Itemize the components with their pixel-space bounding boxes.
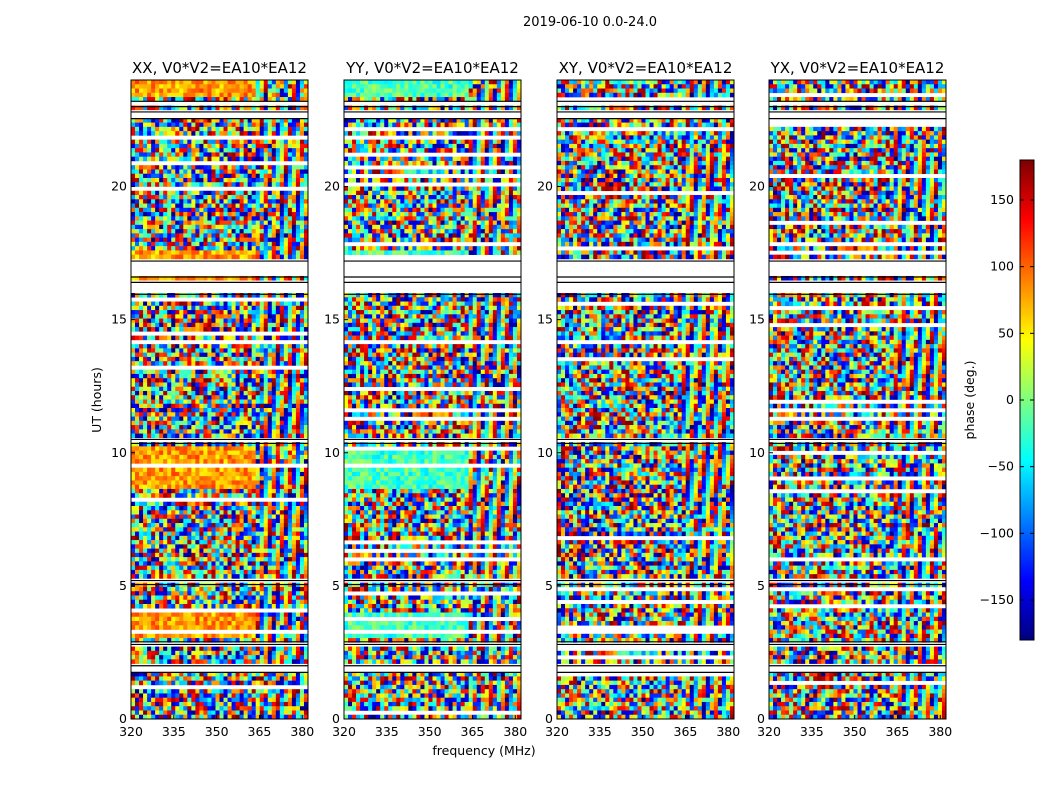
y-axis-label: UT (hours) [89, 367, 104, 433]
x-tick-label: 380 [503, 724, 527, 739]
y-tick-label: 0 [332, 711, 340, 726]
panel-image [557, 80, 734, 719]
panel-frame [556, 79, 735, 720]
panel-frame [130, 79, 309, 720]
x-tick-label: 365 [886, 724, 910, 739]
colorbar-tick-label: 150 [990, 192, 1014, 207]
x-tick-label: 380 [290, 724, 314, 739]
colorbar-tick-label: −50 [988, 459, 1014, 474]
panel-title: XX, V0*V2=EA10*EA12 [132, 59, 307, 77]
colorbar-tick-label: 100 [990, 259, 1014, 274]
y-tick-label: 15 [111, 312, 127, 327]
x-tick-label: 320 [119, 724, 143, 739]
panel-yy: YY, V0*V2=EA10*EA12 320 335 350 365 380 0 5 10 15… [324, 59, 527, 739]
x-tick-label: 320 [332, 724, 356, 739]
x-tick-label: 380 [716, 724, 740, 739]
panel-image [344, 80, 521, 719]
colorbar-tick-label: 0 [1006, 392, 1014, 407]
colorbar-ticks: 150 100 50 0 −50 −100 −150 [980, 192, 1034, 607]
y-tick-label: 20 [324, 179, 340, 194]
x-tick-label: 365 [248, 724, 272, 739]
x-tick-label: 350 [631, 724, 655, 739]
y-tick-label: 0 [757, 711, 765, 726]
colorbar-tick-label: 50 [998, 325, 1014, 340]
panel-title: XY, V0*V2=EA10*EA12 [559, 59, 733, 77]
x-tick-label: 380 [928, 724, 952, 739]
x-tick-label: 350 [418, 724, 442, 739]
y-tick-label: 5 [757, 578, 765, 593]
y-tick-label: 0 [545, 711, 553, 726]
panel-yx: YX, V0*V2=EA10*EA12 320 335 350 365 380 0 5 10 15… [749, 59, 952, 739]
panel-xy: XY, V0*V2=EA10*EA12 320 335 350 365 380 0 5 10 15… [537, 59, 740, 739]
panel-image [131, 80, 308, 719]
x-tick-label: 365 [674, 724, 698, 739]
x-tick-label: 350 [205, 724, 229, 739]
y-tick-label: 10 [111, 445, 127, 460]
colorbar: 150 100 50 0 −50 −100 −150 phase (deg.) [962, 159, 1035, 641]
figure-suptitle: 2019-06-10 0.0-24.0 [523, 15, 657, 30]
y-tick-label: 5 [119, 578, 127, 593]
y-tick-label: 5 [545, 578, 553, 593]
panels-group: XX, V0*V2=EA10*EA12 320 335 350 365 380 0 5 10 15… [111, 59, 952, 739]
y-tick-label: 20 [749, 179, 765, 194]
panel-xx: XX, V0*V2=EA10*EA12 320 335 350 365 380 0 5 10 15… [111, 59, 314, 739]
y-tick-label: 10 [324, 445, 340, 460]
x-tick-label: 335 [162, 724, 186, 739]
panel-title: YX, V0*V2=EA10*EA12 [770, 59, 945, 77]
y-tick-label: 15 [537, 312, 553, 327]
x-tick-label: 320 [757, 724, 781, 739]
y-tick-label: 15 [324, 312, 340, 327]
x-tick-label: 335 [588, 724, 612, 739]
x-tick-label: 335 [375, 724, 399, 739]
x-tick-label: 320 [545, 724, 569, 739]
panel-frame [343, 79, 522, 720]
x-tick-label: 350 [843, 724, 867, 739]
y-tick-label: 10 [749, 445, 765, 460]
x-tick-label: 365 [461, 724, 485, 739]
panel-image [769, 80, 946, 719]
y-tick-label: 20 [111, 179, 127, 194]
x-axis-label: frequency (MHz) [432, 743, 535, 758]
panel-frame [768, 79, 947, 720]
y-tick-label: 0 [119, 711, 127, 726]
y-tick-label: 15 [749, 312, 765, 327]
colorbar-tick-label: −100 [980, 525, 1014, 540]
colorbar-label: phase (deg.) [962, 361, 977, 440]
x-tick-label: 335 [800, 724, 824, 739]
y-tick-label: 10 [537, 445, 553, 460]
panel-title: YY, V0*V2=EA10*EA12 [345, 59, 519, 77]
y-tick-label: 20 [537, 179, 553, 194]
colorbar-tick-label: −150 [980, 592, 1014, 607]
y-tick-label: 5 [332, 578, 340, 593]
